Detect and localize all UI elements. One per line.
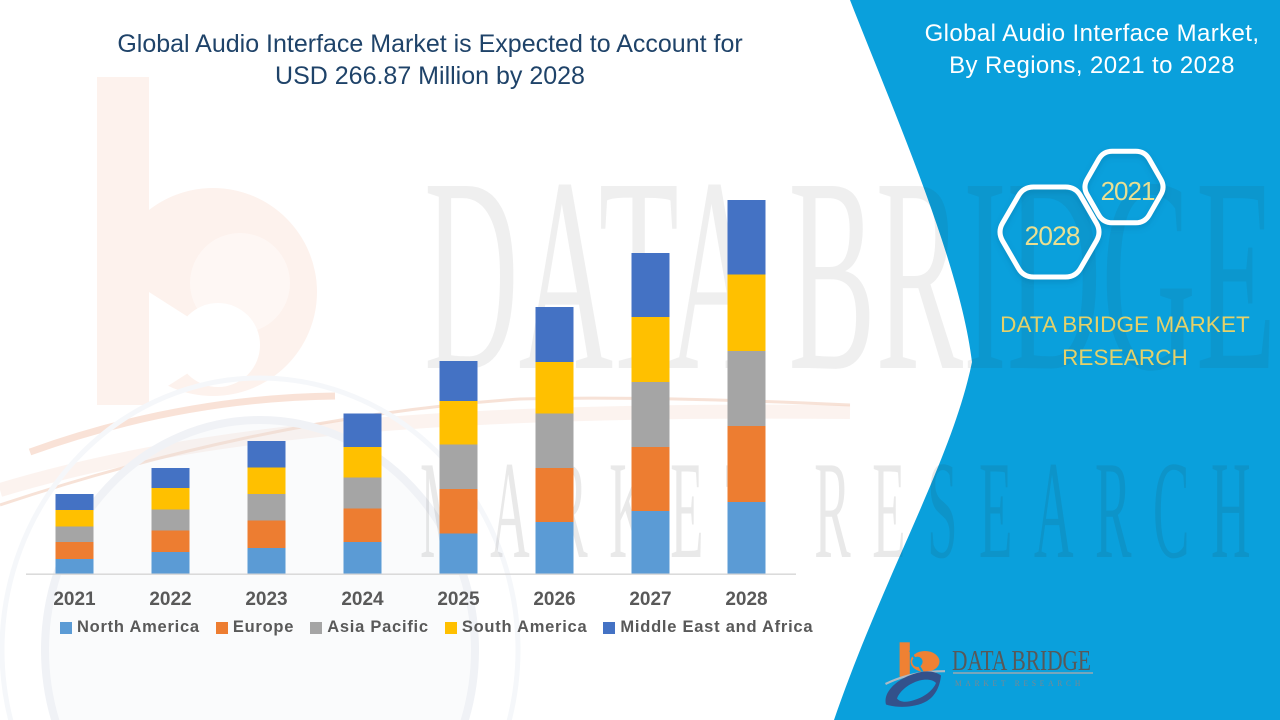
svg-text:MARKET RESEARCH: MARKET RESEARCH xyxy=(955,679,1084,688)
svg-text:DATA BRIDGE: DATA BRIDGE xyxy=(952,646,1091,677)
